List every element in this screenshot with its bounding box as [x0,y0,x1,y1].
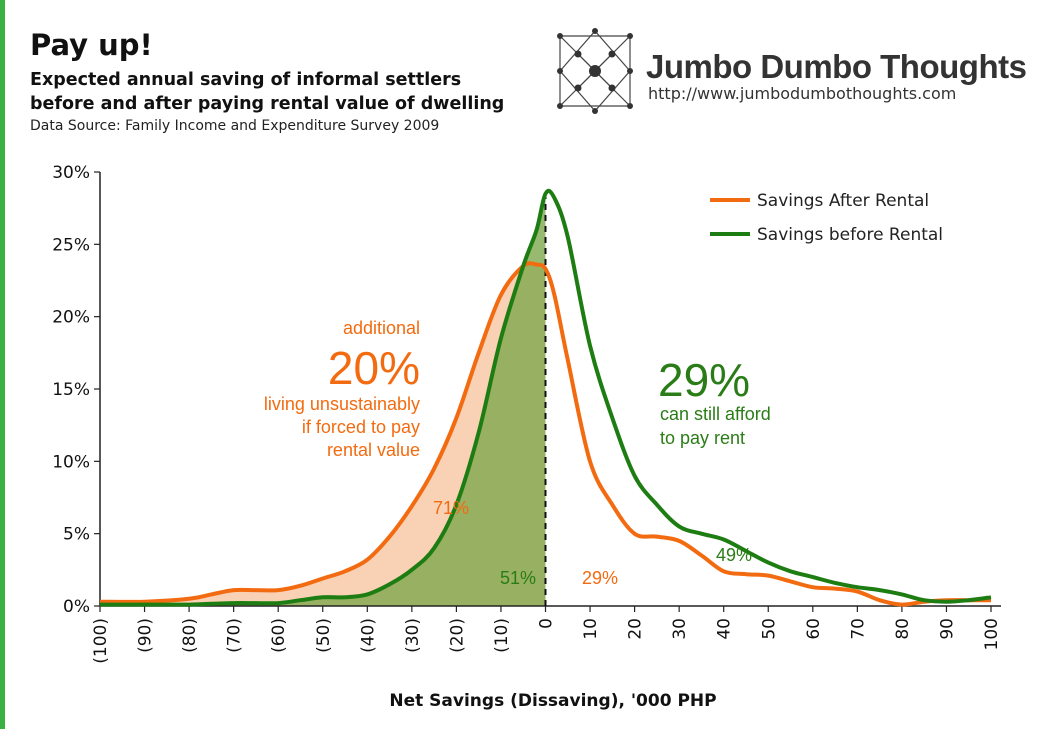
subtitle-line-1: Expected annual saving of informal settl… [30,70,462,90]
y-tick-label: 5% [63,525,90,545]
annotation-20-percent: 20% [328,342,420,394]
y-tick-label: 15% [52,380,90,400]
y-tick-label: 30% [52,163,90,183]
network-logo-icon [557,28,633,114]
annotation-left-line2: if forced to pay [302,417,420,437]
y-tick-label: 20% [52,308,90,328]
chart-title: Pay up! [30,28,153,62]
annotation-left-line1: living unsustainably [264,394,420,414]
x-tick-label: 0 [537,618,557,629]
x-tick-label: (90) [136,618,156,653]
annotations: additional 20% living unsustainably if f… [264,318,771,588]
subtitle-line-2: before and after paying rental value of … [30,94,505,114]
x-tick-label: 50 [759,618,779,640]
annotation-additional: additional [343,318,420,338]
x-tick-label: (70) [225,618,245,653]
y-tick-label: 10% [52,452,90,472]
y-tick-label: 25% [52,235,90,255]
data-label-29: 29% [582,568,618,588]
brand-name: Jumbo Dumbo Thoughts [646,48,1027,85]
chart-subtitle: Expected annual saving of informal settl… [30,68,590,116]
x-tick-label: 60 [804,618,824,640]
series-lines [99,188,992,607]
y-tick-label: 0% [63,597,90,617]
accent-bar [0,0,5,729]
x-tick-label: 40 [715,618,735,640]
x-tick-label: 20 [626,618,646,640]
data-label-49: 49% [716,545,752,565]
legend: Savings After Rental Savings before Rent… [710,191,943,245]
legend-label-before: Savings before Rental [757,225,943,245]
annotation-29-percent: 29% [658,354,750,406]
x-tick-label: 80 [893,618,913,640]
annotation-left-line3: rental value [327,440,420,460]
x-tick-label: 90 [937,618,957,640]
x-tick-label: 70 [848,618,868,640]
area-fills [100,193,546,606]
data-label-51: 51% [500,568,536,588]
annotation-right-line2: to pay rent [660,428,745,448]
data-label-71: 71% [433,498,469,518]
x-tick-label: (10) [492,618,512,653]
annotation-right-line1: can still afford [660,404,771,424]
series-line-before-rental [100,188,992,607]
legend-label-after: Savings After Rental [757,191,929,211]
x-tick-label: (30) [403,618,423,653]
area-fill-after-rental [100,263,546,606]
x-axis-label: Net Savings (Dissaving), '000 PHP [389,691,716,711]
area-fill-before-rental [100,193,546,606]
brand-url[interactable]: http://www.jumbodumbothoughts.com [648,84,957,103]
x-tick-label: (80) [180,618,200,653]
x-tick-label: (60) [269,618,289,653]
x-tick-label: (100) [91,618,111,664]
series-line-after-rental [99,261,991,607]
x-tick-label: 100 [982,618,1002,650]
x-tick-label: 30 [670,618,690,640]
x-tick-label: (50) [314,618,334,653]
x-tick-label: (40) [358,618,378,653]
x-tick-label: (20) [447,618,467,653]
axes [94,171,1001,612]
x-tick-label: 10 [581,618,601,640]
data-source: Data Source: Family Income and Expenditu… [30,118,440,134]
tick-labels: 0% 5% 10% 15% 20% 25% 30% (100) (90) (80) (70) (60)… [52,163,1002,664]
